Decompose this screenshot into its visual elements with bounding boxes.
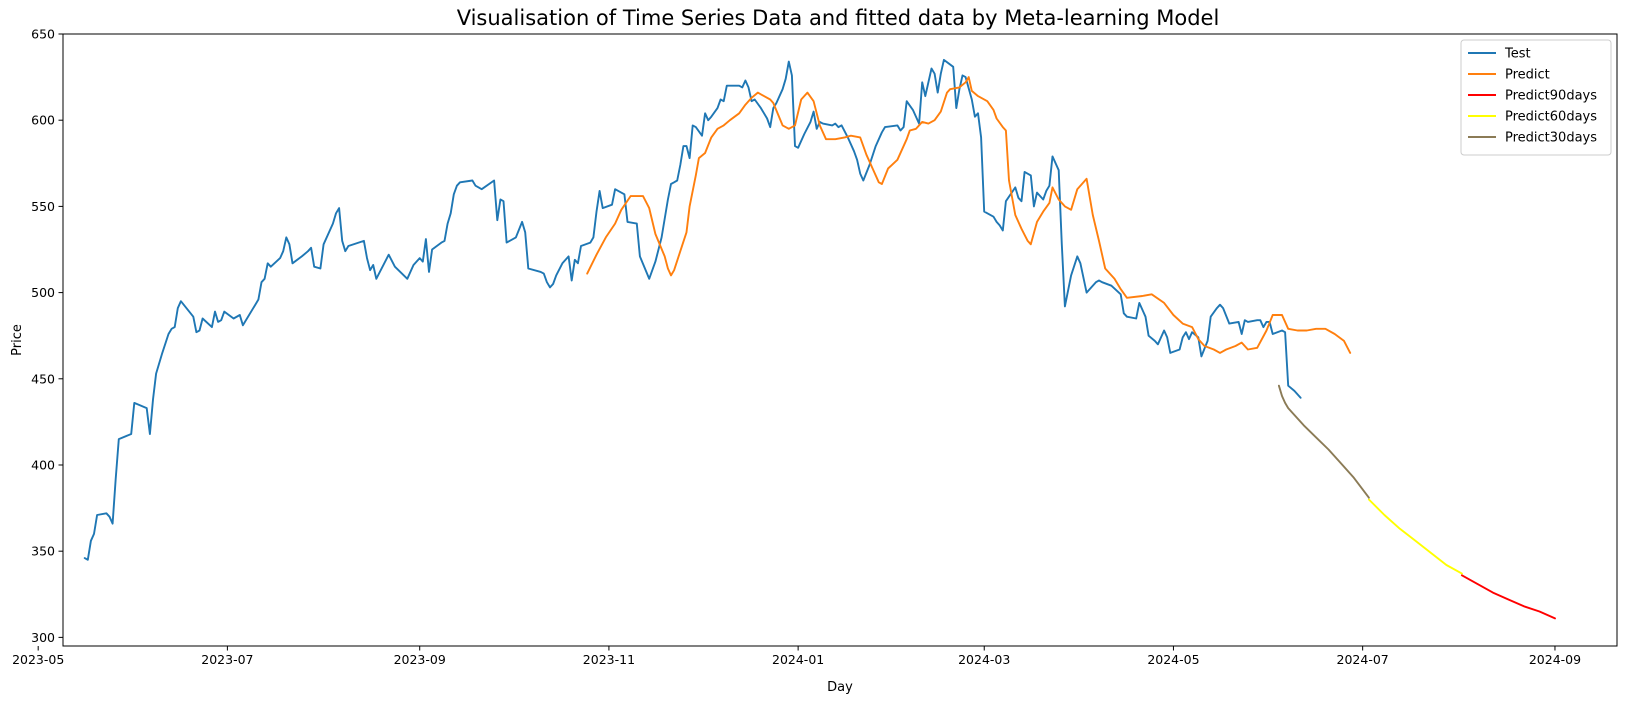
series-line-predict <box>586 76 1352 354</box>
series-line-test <box>83 58 1302 561</box>
legend-label: Predict30days <box>1505 131 1597 146</box>
x-tick-label: 2024-09 <box>1529 652 1581 667</box>
legend-box <box>1460 39 1612 156</box>
legend-label: Predict90days <box>1505 89 1597 104</box>
x-axis-label: Day <box>827 680 853 695</box>
plot-area <box>62 33 1618 647</box>
y-tick-label: 500 <box>31 285 55 300</box>
series-line-predict90days <box>1460 574 1556 620</box>
x-tick-label: 2023-09 <box>394 652 446 667</box>
x-tick-label: 2024-05 <box>1147 652 1199 667</box>
chart-title: Visualisation of Time Series Data and fi… <box>457 6 1220 30</box>
x-tick-label: 2023-11 <box>583 652 635 667</box>
x-tick-label: 2023-05 <box>12 652 64 667</box>
x-tick-label: 2024-03 <box>958 652 1010 667</box>
series-line-predict60days <box>1367 498 1463 575</box>
legend-label: Predict60days <box>1505 110 1597 125</box>
legend-label: Test <box>1504 47 1531 62</box>
y-tick-label: 600 <box>31 113 55 128</box>
series-layer <box>83 58 1556 620</box>
y-axis: 300 350 400 450 500 550 600 650 <box>31 27 63 645</box>
y-axis-label: Price <box>10 324 25 356</box>
y-tick-label: 400 <box>31 457 55 472</box>
y-tick-label: 300 <box>31 630 55 645</box>
x-tick-label: 2024-07 <box>1337 652 1389 667</box>
y-tick-label: 350 <box>31 544 55 559</box>
legend: Test Predict Predict90days Predict60days Pre… <box>1460 39 1612 156</box>
y-tick-label: 650 <box>31 27 55 42</box>
series-line-predict30days <box>1277 384 1370 499</box>
y-tick-label: 550 <box>31 199 55 214</box>
x-axis: 2023-05 2023-07 2023-09 2023-11 2024-01 2024-… <box>12 646 1581 667</box>
x-tick-label: 2023-07 <box>201 652 253 667</box>
x-tick-label: 2024-01 <box>772 652 824 667</box>
y-tick-label: 450 <box>31 371 55 386</box>
legend-label: Predict <box>1505 68 1550 83</box>
